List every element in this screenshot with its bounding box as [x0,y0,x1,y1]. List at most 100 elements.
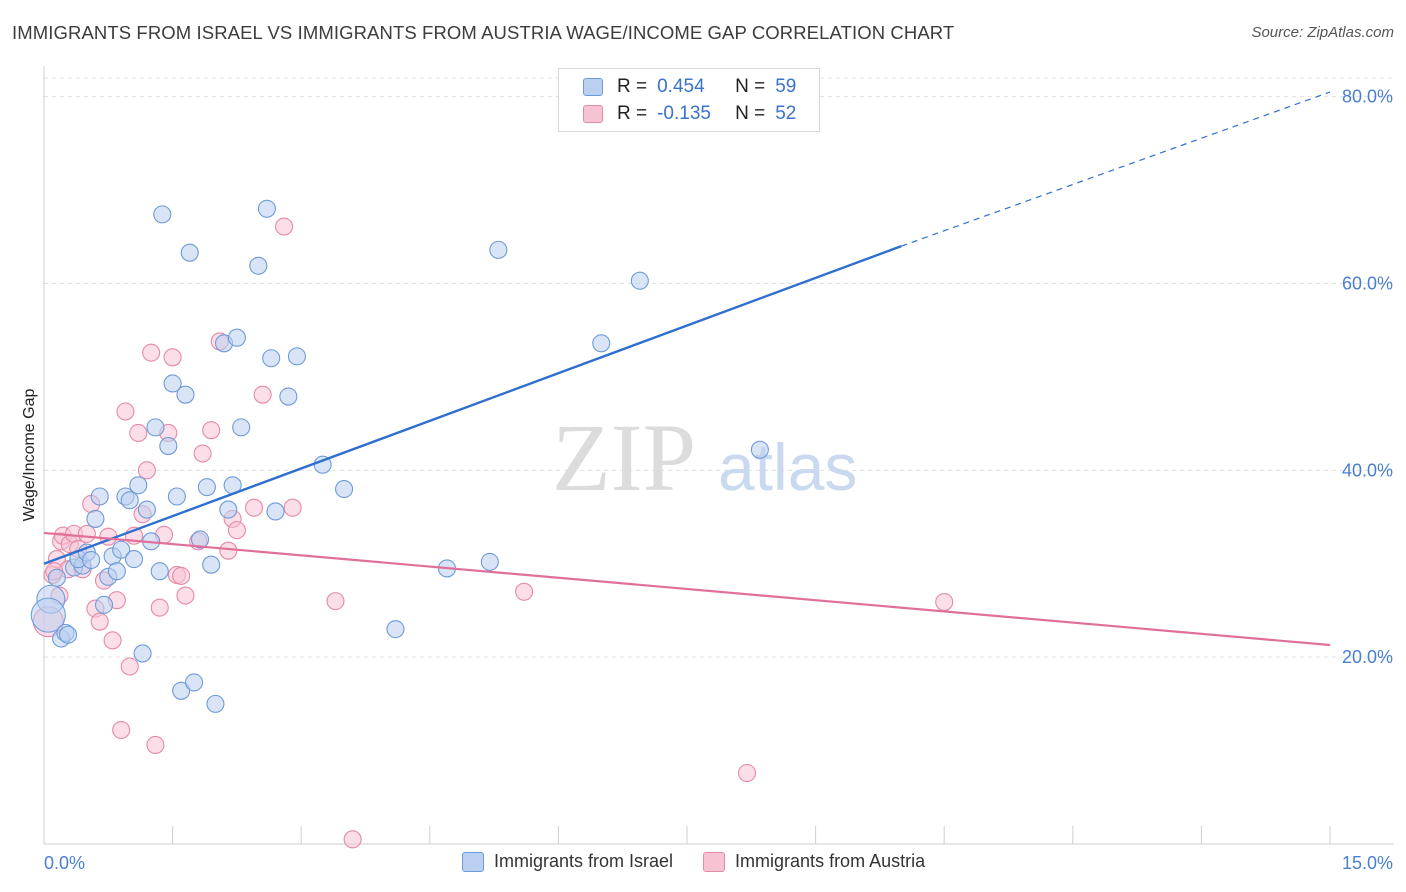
trend-line-israel-extension [901,91,1331,247]
data-point-israel [137,500,156,519]
series-austria-points [32,217,954,849]
data-point-israel [90,487,109,506]
data-point-israel [94,595,114,614]
data-point-austria [283,498,302,517]
data-point-israel [190,530,210,549]
legend-n-label: N = [735,76,766,97]
data-point-israel [750,440,769,459]
data-point-austria [935,593,954,612]
data-point-israel [335,479,354,499]
trend-lines [43,91,1331,647]
data-point-israel [592,334,611,353]
data-point-israel [47,568,66,587]
legend-swatch-austria [583,105,603,123]
data-point-israel [159,437,178,456]
data-point-austria [202,421,221,440]
data-point-israel [202,555,221,574]
data-point-israel [107,562,126,581]
data-point-israel [206,694,225,713]
data-point-austria [326,592,345,611]
data-point-austria [244,498,264,517]
data-point-austria [112,720,131,740]
legend-n-value: 59 [775,76,797,97]
data-point-israel [227,328,246,347]
data-point-israel [262,349,281,368]
legend-swatch-israel [462,851,484,872]
legend-item-israel[interactable]: Immigrants from Israel [462,851,673,872]
legend-r-label: R = [617,103,648,124]
legend-r-value: -0.135 [657,103,711,124]
legend-swatch-austria [703,851,726,872]
data-point-israel [112,540,131,559]
legend-r-value: 0.454 [657,76,705,97]
series-legend: Immigrants from Israel Immigrants from A… [462,851,955,872]
legend-swatch-israel [583,78,603,96]
data-point-israel [266,502,285,521]
correlation-legend: R = 0.454 N = 59 R = -0.135 N = 52 [558,68,820,132]
data-point-israel [184,673,204,692]
legend-r-label: R = [617,76,648,97]
data-point-israel [150,562,169,581]
data-point-israel [176,385,195,404]
data-point-austria [116,402,135,421]
data-point-austria [77,524,96,543]
source-label: Source: ZipAtlas.com [1251,24,1394,41]
data-point-austria [176,586,195,605]
data-point-israel [124,550,144,569]
legend-row-israel: R = 0.454 N = 59 [583,74,796,100]
axes [43,66,1394,845]
data-point-israel [630,271,649,290]
trend-line-austria [43,531,1331,647]
data-point-israel [167,487,186,506]
data-point-austria [343,830,362,849]
data-point-israel [279,387,298,406]
data-point-austria [193,444,212,463]
y-tick-label: 80.0% [1342,87,1393,107]
data-point-austria [172,566,191,585]
data-point-israel [86,509,105,528]
data-point-austria [227,521,246,540]
data-point-austria [219,541,238,560]
y-tick-label: 20.0% [1342,647,1393,667]
data-point-israel [172,681,191,700]
data-point-austria [146,735,165,755]
legend-item-austria[interactable]: Immigrants from Austria [703,851,925,872]
data-point-israel [133,644,152,663]
data-point-israel [120,491,139,510]
data-point-israel [180,243,199,262]
data-point-israel [82,550,101,570]
legend-n-label: N = [735,103,766,124]
data-point-israel [480,552,499,571]
data-point-israel [249,256,268,275]
data-point-austria [737,763,757,783]
data-point-israel [163,374,182,393]
tick-labels: 20.0% 40.0% 60.0% 80.0% 0.0% 15.0% [44,87,1393,873]
data-point-austria [150,598,169,617]
data-point-austria [90,612,109,631]
legend-row-austria: R = -0.135 N = 52 [583,101,796,127]
data-point-austria [120,657,139,676]
data-point-israel [287,347,306,366]
data-point-israel [197,478,216,497]
data-point-israel [219,500,238,519]
y-tick-label: 60.0% [1342,274,1393,294]
data-point-israel [146,418,165,437]
y-axis-label: Wage/Income Gap [21,389,38,522]
data-point-israel [386,620,405,639]
trend-line-israel [43,245,902,565]
data-point-israel [489,240,508,259]
watermark-zip: ZIP [552,404,696,511]
data-point-austria [129,423,148,443]
data-point-austria [137,461,156,480]
data-point-israel [257,199,276,218]
x-tick-label: 15.0% [1342,853,1393,873]
data-point-austria [515,582,534,601]
grid-lines [44,77,1394,658]
data-point-austria [103,631,122,650]
data-point-israel [232,418,251,437]
watermark-atlas: atlas [718,430,857,504]
data-point-austria [275,217,294,236]
data-point-israel [30,597,66,633]
watermark: ZIP atlas [552,404,857,511]
